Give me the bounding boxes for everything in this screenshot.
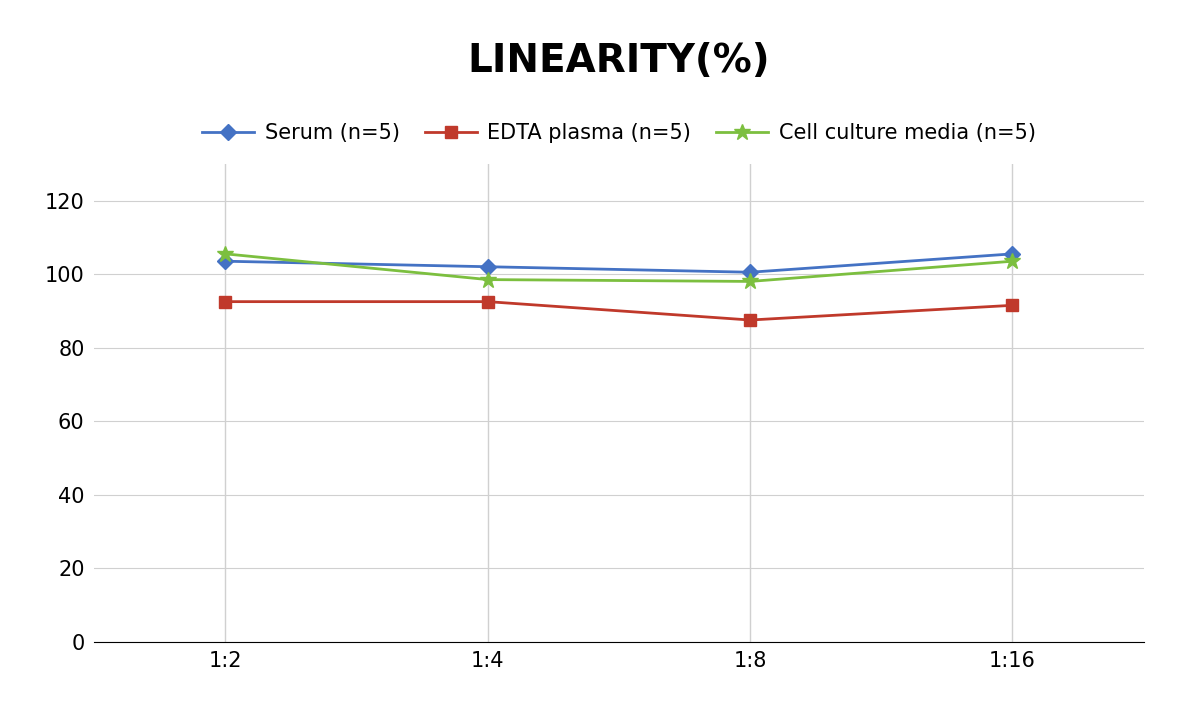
Text: LINEARITY(%): LINEARITY(%) — [468, 42, 770, 80]
Legend: Serum (n=5), EDTA plasma (n=5), Cell culture media (n=5): Serum (n=5), EDTA plasma (n=5), Cell cul… — [203, 123, 1035, 143]
